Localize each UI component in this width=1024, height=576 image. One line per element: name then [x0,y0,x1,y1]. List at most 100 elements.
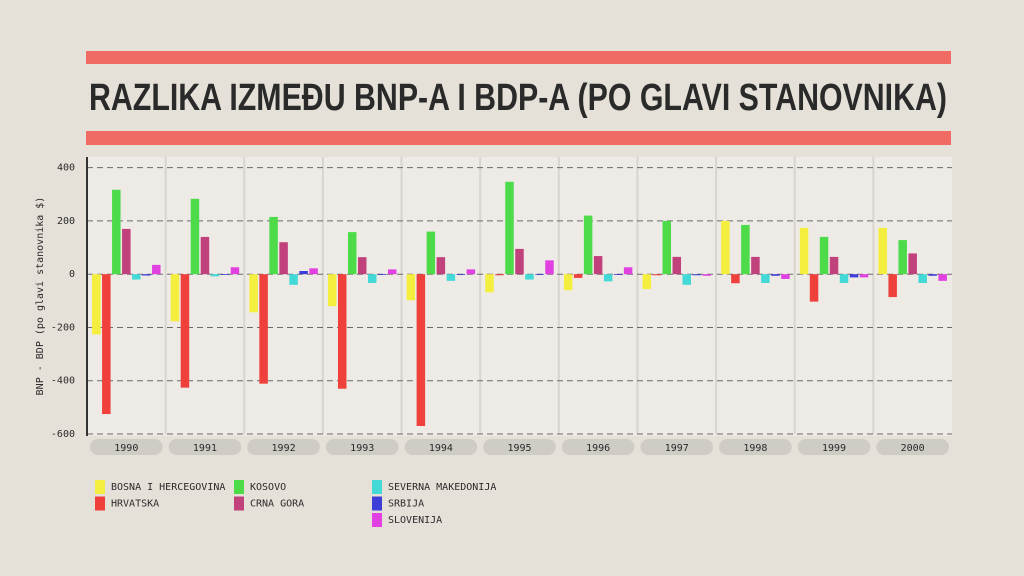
bar [751,256,760,275]
bar [377,274,387,275]
bar [466,269,476,275]
x-tick-label: 1995 [507,443,531,454]
bar [152,264,161,275]
x-tick-pill [561,439,635,455]
bar [888,274,897,298]
x-tick-label: 1992 [272,443,296,454]
bar [337,274,347,389]
plot-area [87,157,952,436]
bar [446,274,456,281]
title-band-top [86,51,951,64]
bar [731,274,740,284]
x-tick-label: 1994 [429,443,453,454]
bar [563,274,573,291]
bar [938,274,947,281]
bar [829,256,839,275]
x-tick-pill [247,439,320,455]
x-tick-label: 1998 [743,443,767,454]
y-tick-label: -400 [51,376,75,387]
bar [426,231,436,275]
y-tick-label: -600 [51,429,75,440]
bar [545,260,554,275]
bar [741,224,750,275]
x-tick-pill [797,439,871,455]
bar [485,274,494,293]
x-tick-label: 1990 [114,443,138,454]
bar [289,274,298,285]
bar [662,220,672,275]
bar [259,274,268,384]
x-tick-label: 1993 [350,443,374,454]
legend-label: KOSOVO [250,482,286,493]
bar [652,274,662,276]
y-tick-label: 200 [57,216,75,227]
bar [122,228,131,275]
title-band-bottom [86,131,951,145]
bar [505,181,514,275]
legend-label: SLOVENIJA [388,515,442,526]
legend-swatch [372,496,382,511]
bar [406,274,416,301]
bar [230,267,240,275]
bar [299,270,308,275]
x-tick-label: 2000 [901,443,925,454]
bar [170,274,180,322]
bar [573,274,583,278]
legend-swatch [372,513,382,527]
bar [702,274,712,276]
bar [456,274,466,275]
bar [781,274,790,279]
bar [102,274,111,415]
bar [761,274,770,283]
bar [839,274,849,283]
legend-swatch [234,496,244,511]
bar [859,274,869,278]
bar [357,257,367,275]
legend-label: SRBIJA [388,499,424,510]
bar [928,274,937,276]
bar [623,267,633,275]
bar [327,274,337,307]
x-tick-pill [325,439,399,455]
x-tick-pill [90,439,163,455]
y-tick-label: 400 [57,163,75,174]
bar [692,274,702,276]
x-tick-pill [640,439,714,455]
legend-label: BOSNA I HERCEGOVINA [111,482,225,493]
bar [918,274,927,283]
x-tick-label: 1996 [586,443,610,454]
bar [515,248,524,275]
bar [416,274,426,427]
bar [809,274,819,302]
legend-swatch [95,480,105,494]
x-tick-label: 1997 [665,443,689,454]
bar [771,274,780,276]
x-tick-label: 1999 [822,443,846,454]
y-tick-label: 0 [69,269,75,280]
bar [92,274,101,335]
bar [309,268,318,275]
bar [142,274,151,276]
bar [898,240,907,275]
bar [721,220,730,275]
x-tick-pill [719,439,792,455]
bar [593,256,603,275]
legend-label: CRNA GORA [250,499,304,510]
bar [535,274,544,275]
chart-title: RAZLIKA IZMEĐU BNP-A I BDP-A (PO GLAVI S… [89,77,947,119]
bar [849,274,859,278]
bar [190,198,200,275]
bar [495,274,504,276]
bar [613,274,623,275]
legend-swatch [372,480,382,494]
bar [603,274,613,282]
bar [908,253,917,275]
x-tick-pill [404,439,478,455]
bar [642,274,652,290]
bar [180,274,190,388]
y-tick-label: -200 [51,322,75,333]
legend-label: HRVATSKA [111,499,159,510]
bar [436,257,446,275]
x-tick-pill [168,439,242,455]
